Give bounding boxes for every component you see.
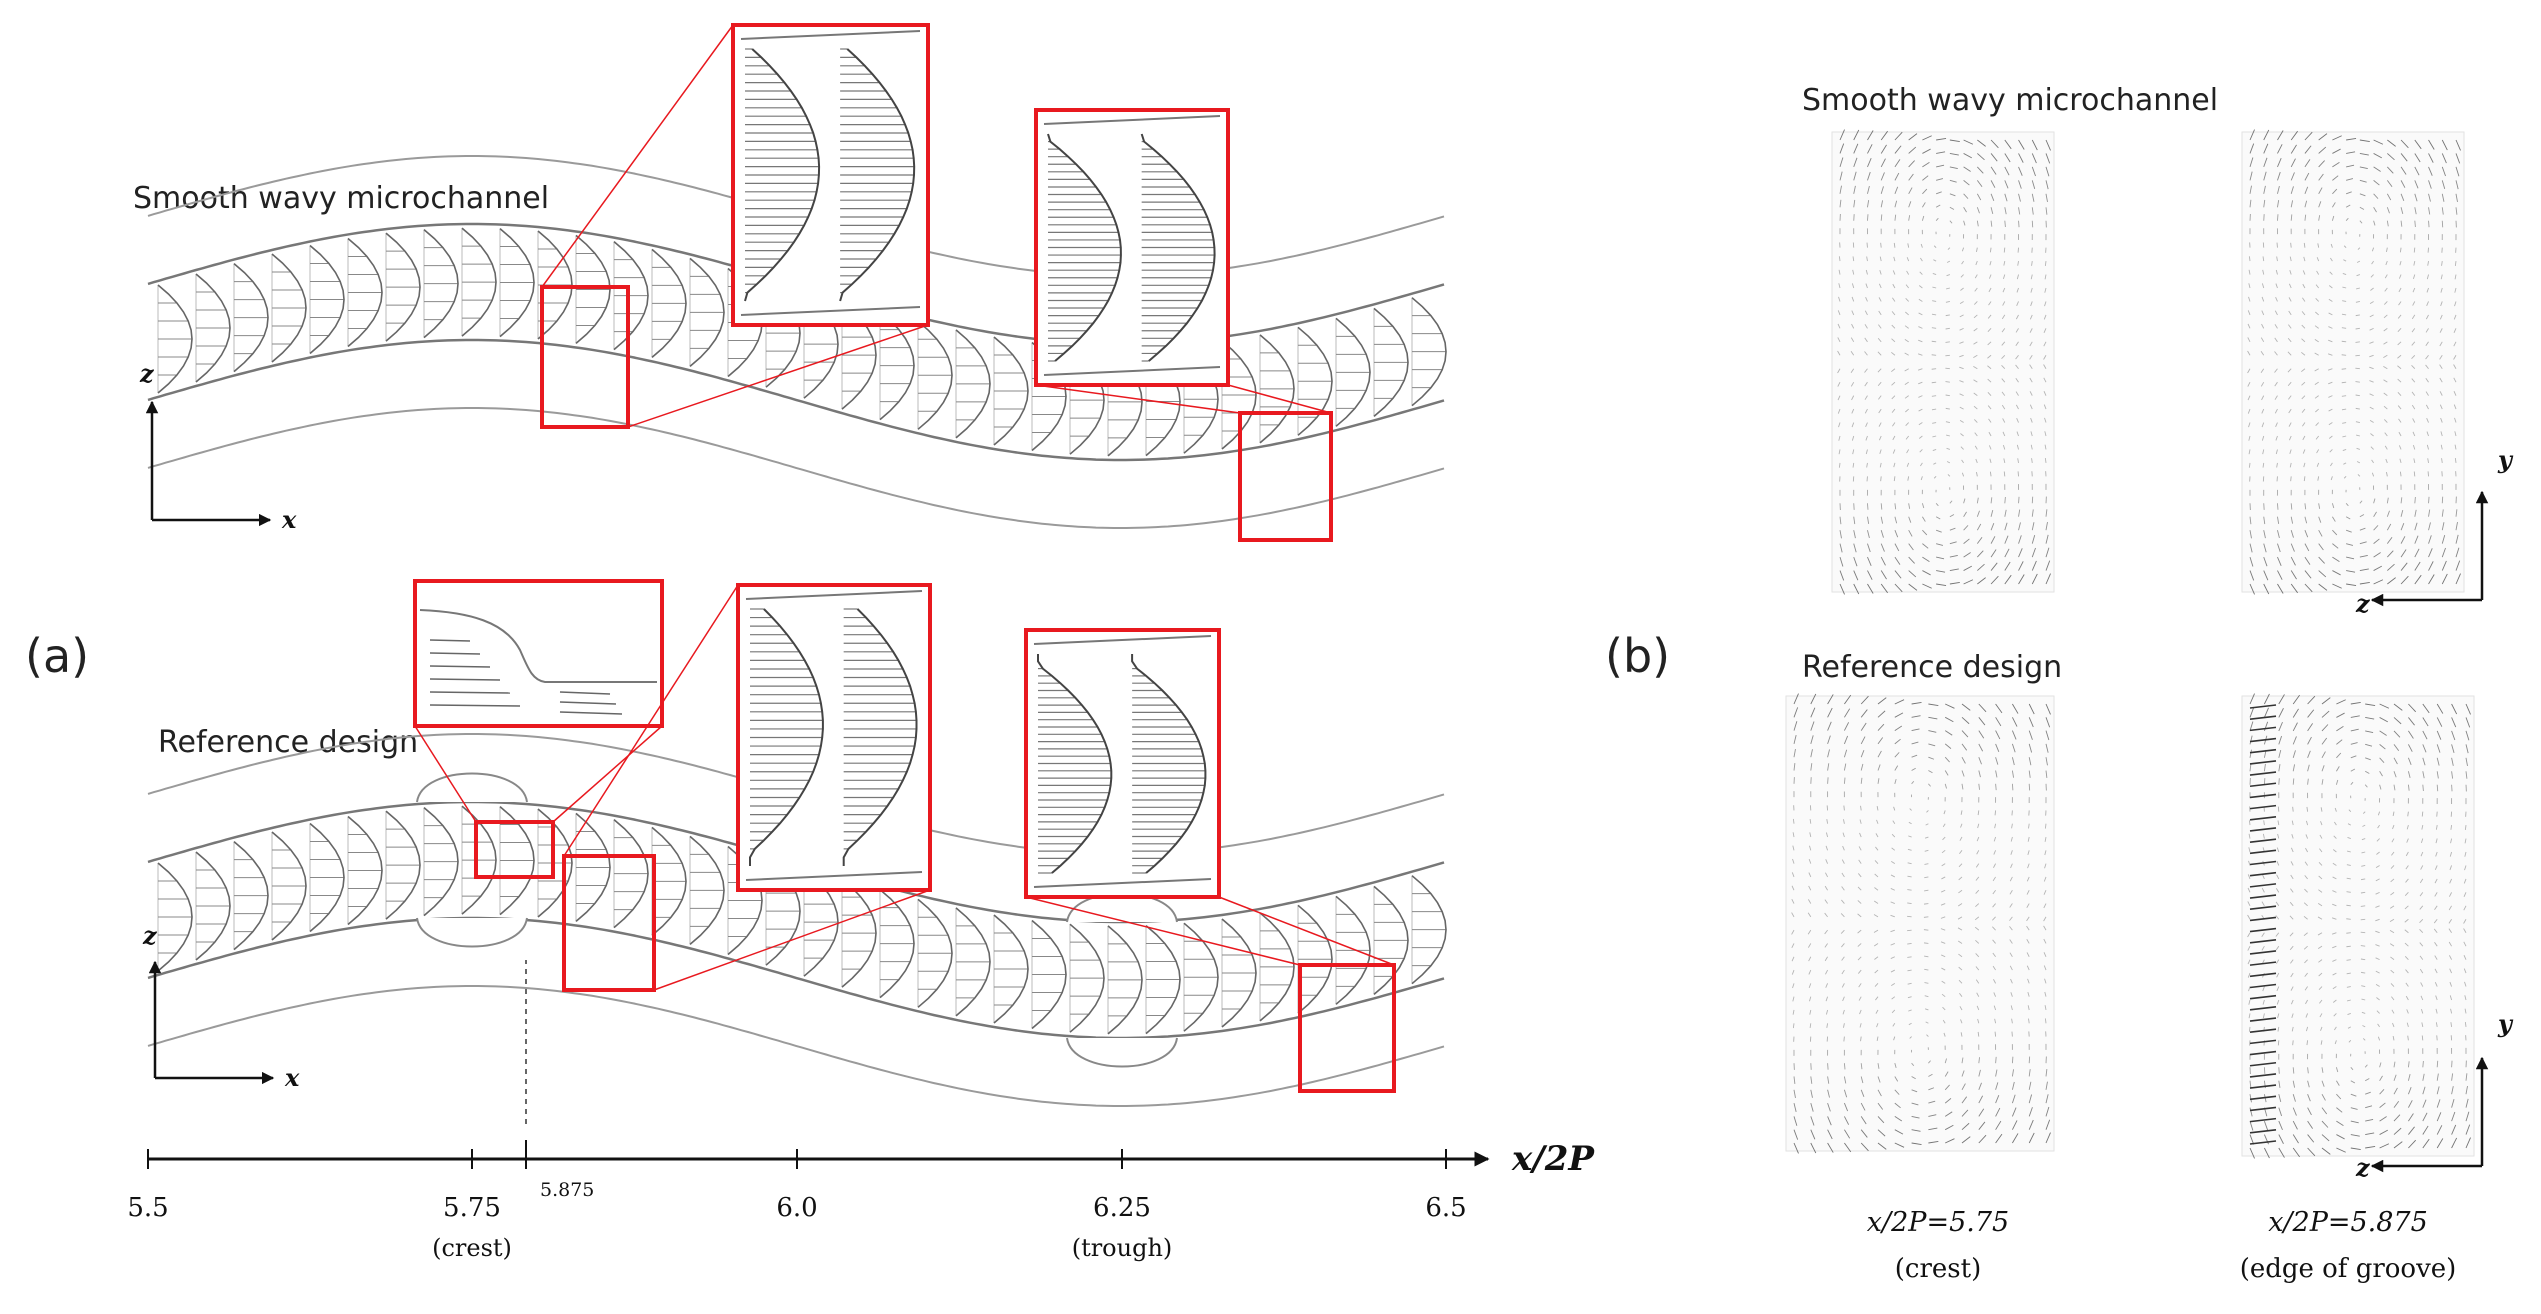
reference-axes: z x [142,921,300,1092]
cross-section-reference-groove-edge [2241,693,2475,1159]
panel-b-reference-title: Reference design [1802,650,2062,685]
panel-b-reference-axis-z-label: z [2355,1153,2371,1182]
caption-left-note: (crest) [1895,1254,1981,1284]
x2p-axis-ticks [147,1140,1447,1169]
cross-section-reference-crest [1785,693,2055,1154]
panel-b-label: (b) [1605,629,1670,683]
smooth-highlight-box-2 [1238,411,1333,542]
reference-channel-diagram: Reference design z x [142,725,1447,1107]
smooth-highlight-box-1 [540,285,630,429]
reference-zoom-inset-groove [413,579,664,879]
cross-section-smooth-groove-edge [2241,129,2465,595]
smooth-zoom-inset-2 [1034,108,1333,542]
reference-inset-1-profiles [745,590,923,881]
smooth-outer-wall-bottom [147,407,1445,529]
reference-axis-z-label: z [142,921,158,950]
panel-a-label: (a) [25,629,89,683]
caption-left-value: x/2P=5.75 [1867,1207,2009,1238]
tick-label-5-875: 5.875 [540,1179,594,1201]
reference-highlight-box-groove [474,820,555,879]
trough-label: (trough) [1072,1234,1173,1262]
panel-b-smooth-title: Smooth wavy microchannel [1802,83,2218,118]
reference-zoom-inset-2 [1024,628,1396,1093]
cross-section-smooth-crest [1831,129,2055,595]
smooth-inset-1-profiles [740,30,921,316]
x2p-axis: 5.5 5.75 5.875 6.0 6.25 6.5 (crest) (tro… [127,960,1595,1262]
panel-b-reference-axes: y z [2355,1009,2514,1182]
reference-axis-x-label: x [284,1063,300,1092]
reference-channel-title: Reference design [158,725,418,760]
smooth-axis-x-label: x [281,505,297,534]
x2p-axis-title: x/2P [1511,1139,1595,1179]
smooth-zoom-inset-1 [540,23,930,429]
tick-label-6-5: 6.5 [1425,1193,1466,1223]
tick-label-5-75: 5.75 [443,1193,501,1223]
panel-b-smooth-axis-z-label: z [2355,589,2371,618]
panel-b-reference-axis-y-label: y [2497,1009,2514,1038]
reference-outer-wall-bottom [147,985,1445,1107]
smooth-channel-title: Smooth wavy microchannel [133,181,549,216]
tick-label-5-5: 5.5 [127,1193,168,1223]
smooth-axes: z x [139,359,297,534]
smooth-inset-2-profiles [1043,115,1221,376]
caption-right-value: x/2P=5.875 [2268,1207,2428,1238]
tick-label-6-0: 6.0 [776,1193,817,1223]
reference-inset-2-profiles [1033,635,1212,888]
reference-zoom-inset-1 [562,583,932,992]
reference-inset-groove-vectors [429,639,623,715]
tick-label-6-25: 6.25 [1093,1193,1151,1223]
panel-b-smooth-axes: y z [2355,445,2514,618]
panel-b-smooth-axis-y-label: y [2497,445,2514,474]
reference-highlight-box-1 [562,854,656,992]
reference-highlight-box-2 [1298,963,1396,1093]
crest-label: (crest) [432,1234,512,1262]
smooth-axis-z-label: z [139,359,155,388]
smooth-channel-wall-bottom [147,338,1445,462]
reference-channel-wall-bottom [147,916,1445,1040]
caption-right-note: (edge of groove) [2240,1254,2457,1284]
